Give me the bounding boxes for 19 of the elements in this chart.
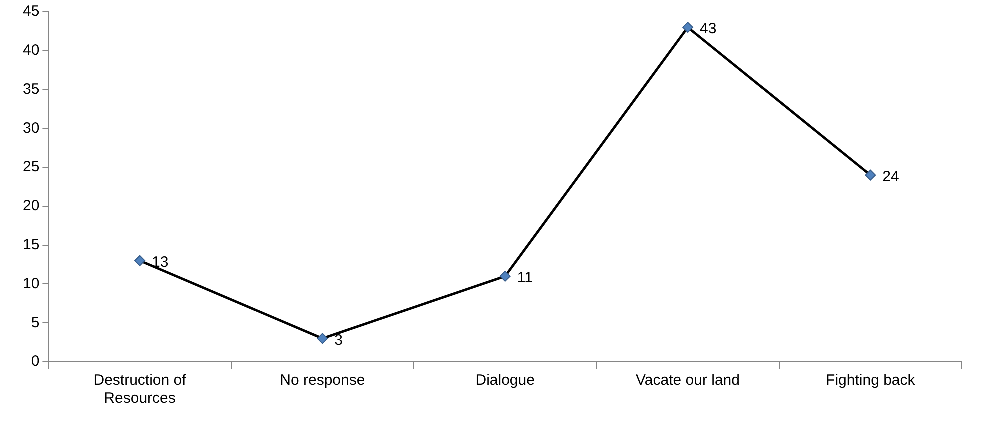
y-tick-label: 25 bbox=[22, 158, 40, 176]
y-tick-label: 40 bbox=[22, 42, 40, 60]
x-tick-label: No response bbox=[280, 372, 366, 390]
x-tick-label: Fighting back bbox=[826, 372, 916, 390]
y-tick-label: 0 bbox=[31, 353, 40, 370]
y-tick-label: 45 bbox=[22, 3, 40, 20]
y-tick-label: 10 bbox=[22, 275, 40, 292]
data-label: 43 bbox=[700, 20, 717, 38]
y-tick-label: 35 bbox=[22, 80, 40, 98]
x-tick-label: Dialogue bbox=[476, 372, 535, 390]
data-label: 3 bbox=[334, 332, 344, 349]
data-label: 24 bbox=[882, 168, 900, 186]
y-tick-label: 5 bbox=[31, 314, 40, 332]
y-tick-label: 15 bbox=[22, 236, 40, 254]
x-tick-label: Destruction of Resources bbox=[94, 372, 188, 408]
data-label: 11 bbox=[517, 270, 533, 287]
x-tick-label: Vacate our land bbox=[636, 372, 740, 390]
y-tick-label: 30 bbox=[22, 120, 40, 137]
y-tick-label: 20 bbox=[22, 198, 40, 215]
